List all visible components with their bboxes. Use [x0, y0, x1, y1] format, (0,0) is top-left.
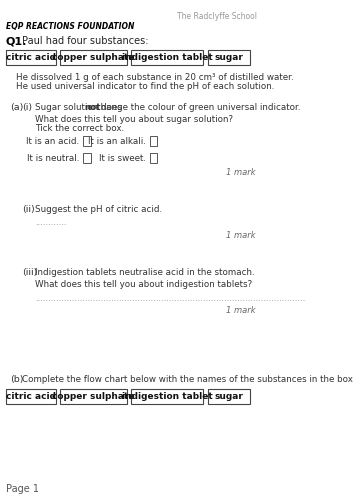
Text: 1 mark: 1 mark: [226, 168, 256, 177]
Text: He dissolved 1 g of each substance in 20 cm³ of distilled water.: He dissolved 1 g of each substance in 20…: [16, 73, 294, 82]
Text: Tick the correct box.: Tick the correct box.: [35, 124, 125, 133]
Text: indigestion tablet: indigestion tablet: [122, 392, 213, 401]
FancyBboxPatch shape: [60, 389, 127, 404]
Text: 1 mark: 1 mark: [226, 231, 256, 240]
FancyBboxPatch shape: [60, 50, 127, 65]
Text: What does this tell you about sugar solution?: What does this tell you about sugar solu…: [35, 115, 233, 124]
FancyBboxPatch shape: [208, 50, 251, 65]
FancyBboxPatch shape: [131, 50, 203, 65]
Text: ................................................................................: ........................................…: [35, 294, 306, 303]
Text: citric acid: citric acid: [6, 392, 56, 401]
FancyBboxPatch shape: [6, 50, 56, 65]
Text: It is sweet.: It is sweet.: [99, 154, 146, 163]
FancyBboxPatch shape: [208, 389, 251, 404]
Text: It is neutral.: It is neutral.: [27, 154, 79, 163]
Text: (b): (b): [10, 375, 24, 384]
Text: EQP REACTIONS FOUNDATION: EQP REACTIONS FOUNDATION: [6, 22, 134, 31]
Text: Paul had four substances:: Paul had four substances:: [22, 36, 149, 46]
Text: indigestion tablet: indigestion tablet: [122, 53, 213, 62]
Text: (i): (i): [22, 103, 32, 112]
FancyBboxPatch shape: [6, 389, 56, 404]
Text: copper sulphate: copper sulphate: [52, 392, 135, 401]
Text: Complete the flow chart below with the names of the substances in the boxes.: Complete the flow chart below with the n…: [22, 375, 353, 384]
Text: It is an acid.: It is an acid.: [26, 137, 79, 146]
Text: He used universal indicator to find the pH of each solution.: He used universal indicator to find the …: [16, 82, 275, 91]
FancyBboxPatch shape: [150, 136, 157, 146]
Text: change the colour of green universal indicator.: change the colour of green universal ind…: [93, 103, 300, 112]
Text: ............: ............: [35, 218, 67, 227]
Text: Indigestion tablets neutralise acid in the stomach.: Indigestion tablets neutralise acid in t…: [35, 268, 255, 277]
Text: (iii): (iii): [22, 268, 37, 277]
FancyBboxPatch shape: [131, 389, 203, 404]
Text: 1 mark: 1 mark: [226, 306, 256, 315]
Text: The Radclyffe School: The Radclyffe School: [177, 12, 257, 21]
Text: Q1.: Q1.: [6, 36, 27, 46]
Text: sugar: sugar: [215, 53, 244, 62]
Text: sugar: sugar: [215, 392, 244, 401]
Text: Page 1: Page 1: [6, 484, 39, 494]
Text: (ii): (ii): [22, 205, 35, 214]
Text: Sugar solution does: Sugar solution does: [35, 103, 125, 112]
Text: not: not: [84, 103, 101, 112]
Text: It is an alkali.: It is an alkali.: [88, 137, 146, 146]
Text: Suggest the pH of citric acid.: Suggest the pH of citric acid.: [35, 205, 162, 214]
FancyBboxPatch shape: [83, 136, 91, 146]
FancyBboxPatch shape: [150, 153, 157, 163]
Text: (a): (a): [10, 103, 24, 112]
Text: What does this tell you about indigestion tablets?: What does this tell you about indigestio…: [35, 280, 253, 289]
Text: citric acid: citric acid: [6, 53, 56, 62]
FancyBboxPatch shape: [83, 153, 91, 163]
Text: copper sulphate: copper sulphate: [52, 53, 135, 62]
